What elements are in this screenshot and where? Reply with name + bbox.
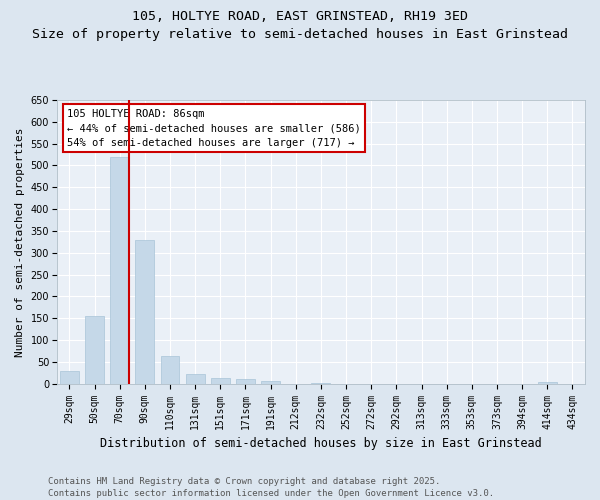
- Bar: [110, 156, 129, 384]
- Text: 105, HOLTYE ROAD, EAST GRINSTEAD, RH19 3ED
Size of property relative to semi-det: 105, HOLTYE ROAD, EAST GRINSTEAD, RH19 3…: [32, 10, 568, 41]
- Text: Contains HM Land Registry data © Crown copyright and database right 2025.
Contai: Contains HM Land Registry data © Crown c…: [48, 476, 494, 498]
- Bar: [236, 380, 255, 384]
- Bar: [136, 240, 154, 384]
- Text: 105 HOLTYE ROAD: 86sqm
← 44% of semi-detached houses are smaller (586)
54% of se: 105 HOLTYE ROAD: 86sqm ← 44% of semi-det…: [67, 108, 361, 148]
- Bar: [261, 380, 280, 384]
- Bar: [211, 378, 230, 384]
- Bar: [85, 316, 104, 384]
- Bar: [311, 383, 331, 384]
- Y-axis label: Number of semi-detached properties: Number of semi-detached properties: [15, 127, 25, 356]
- Bar: [161, 356, 179, 384]
- X-axis label: Distribution of semi-detached houses by size in East Grinstead: Distribution of semi-detached houses by …: [100, 437, 542, 450]
- Bar: [186, 374, 205, 384]
- Bar: [538, 382, 557, 384]
- Bar: [60, 370, 79, 384]
